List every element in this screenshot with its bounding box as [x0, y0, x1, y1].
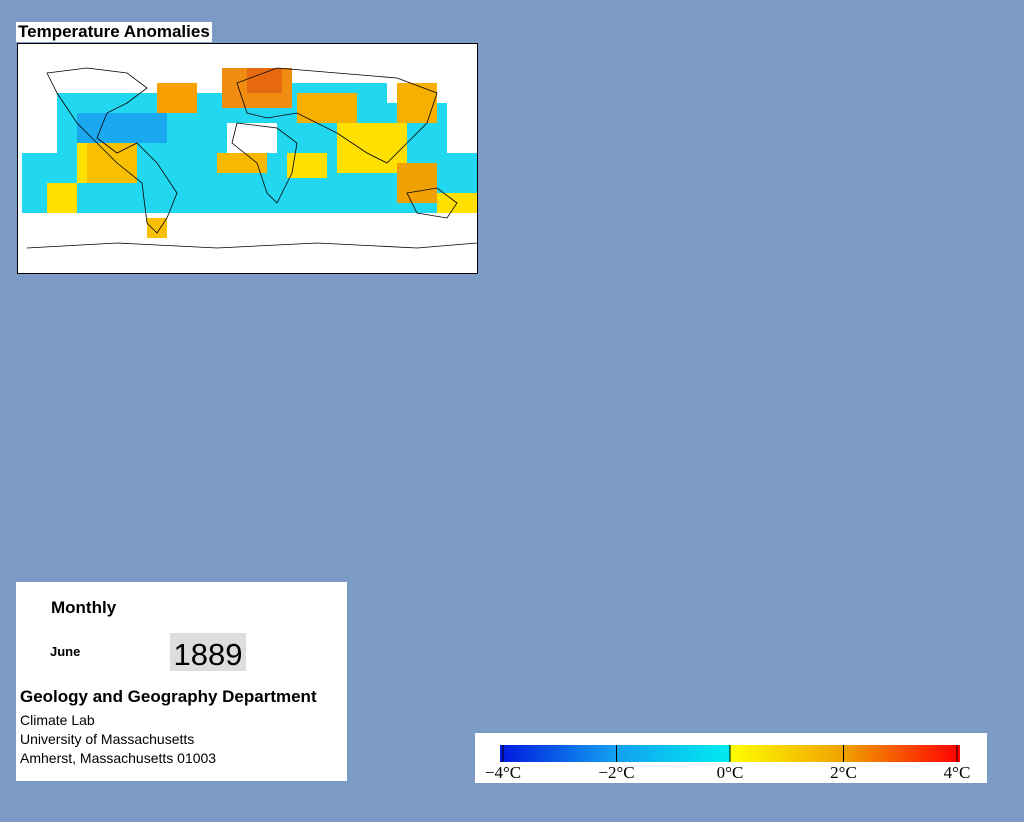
year: 1889	[170, 633, 246, 672]
department: Geology and Geography Department	[20, 687, 317, 706]
map-title: Temperature Anomalies	[16, 22, 212, 42]
info-panel: Monthly June 1889 Geology and Geography …	[16, 582, 347, 781]
address-line: University of Massachusetts	[20, 731, 195, 747]
tick-label: 0°C	[717, 763, 744, 782]
tick-label: −2°C	[598, 763, 634, 782]
anomaly-map	[17, 43, 478, 274]
period: Monthly	[51, 598, 117, 617]
address-line: Amherst, Massachusetts 01003	[20, 750, 217, 766]
tick-label: 2°C	[830, 763, 857, 782]
colorbar: −4°C −2°C 0°C 2°C 4°C	[475, 733, 987, 783]
tick-label: 4°C	[944, 763, 971, 782]
coastlines	[26, 67, 478, 249]
month: June	[50, 644, 81, 659]
address-line: Climate Lab	[20, 712, 95, 728]
anomaly-field	[18, 44, 477, 273]
tick-label: −4°C	[485, 763, 521, 782]
